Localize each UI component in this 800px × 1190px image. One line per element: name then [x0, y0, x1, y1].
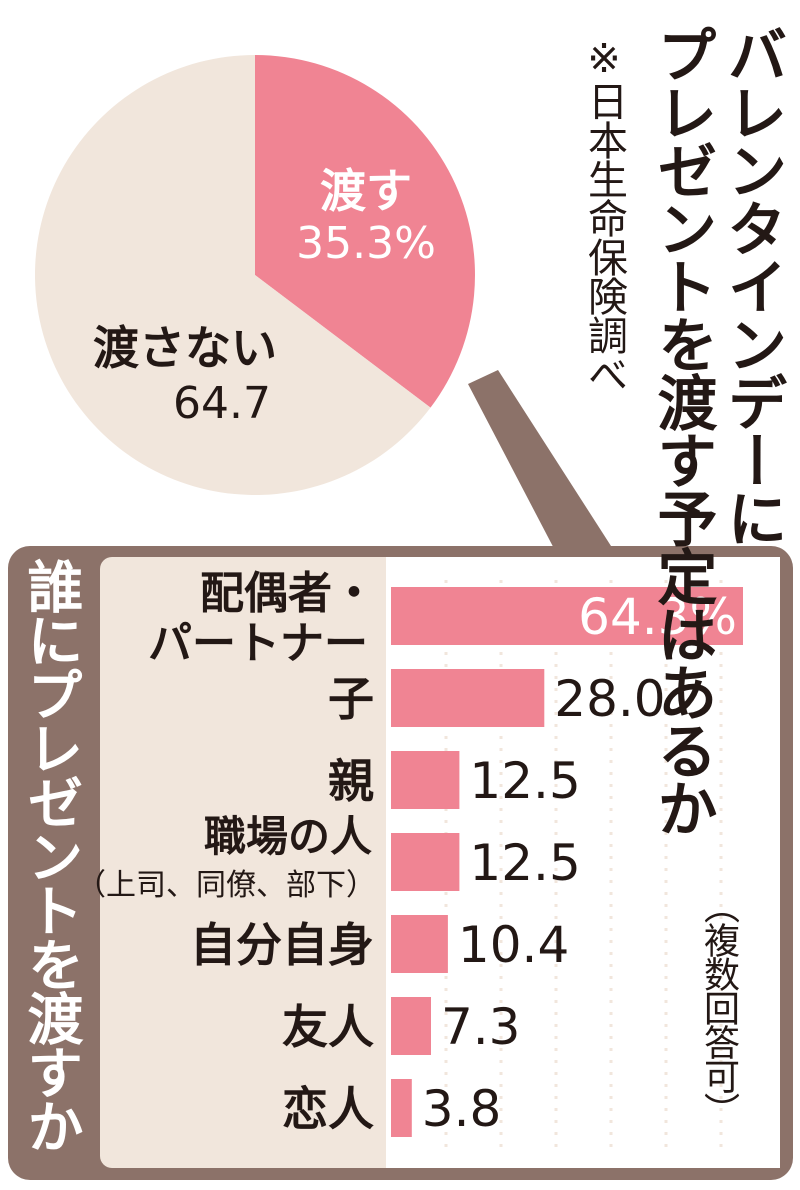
data-label: 3.8 [422, 1080, 502, 1138]
pie-value-label: 64.7 [173, 378, 271, 429]
category-label: 親 [328, 754, 374, 808]
category-label: 子 [328, 672, 374, 726]
bar [391, 915, 448, 973]
pie-slice [255, 55, 475, 408]
bar [391, 1079, 412, 1137]
data-label: 28.0 [554, 670, 665, 728]
pie-slice-label: 渡す [320, 164, 412, 218]
source-note: ※日本生命保険調べ [581, 36, 627, 393]
bar [391, 751, 460, 809]
category-label: 職場の人 [204, 812, 372, 861]
category-label: 自分自身 [190, 918, 374, 972]
pie-slice-label: 渡さない [93, 321, 277, 375]
bar-chart: 64.3% 配偶者・パートナー 28.0 子 12.5 親 12.5 職場の人 （上司、同僚、部… [76, 568, 743, 1138]
category-label: パートナー [148, 618, 368, 669]
callout-pointer [468, 370, 620, 560]
pie-value-label: 35.3% [296, 218, 436, 269]
bar-chart-title: 誰にプレゼントを渡すか [18, 558, 83, 1152]
category-label: 恋人 [282, 1082, 374, 1136]
data-label: 12.5 [469, 834, 580, 892]
bar [391, 587, 743, 645]
data-label: 12.5 [469, 752, 580, 810]
data-label: 10.4 [458, 916, 569, 974]
bar [391, 833, 460, 891]
pie-slice [34, 55, 431, 495]
chart-title-line-1: バレンタインデーに [717, 24, 787, 546]
category-label: 配偶者・ [200, 568, 376, 619]
category-label: 友人 [282, 1000, 374, 1054]
data-label: 64.3% [578, 588, 737, 646]
category-label: （上司、同僚、部下） [76, 868, 376, 903]
chart-title-line-2: プレゼントを渡す予定はあるか [647, 24, 717, 836]
data-label: 7.3 [441, 998, 521, 1056]
multiple-answer-note: （複数回答可） [698, 888, 739, 1126]
bar [391, 669, 545, 727]
bar [391, 997, 431, 1055]
